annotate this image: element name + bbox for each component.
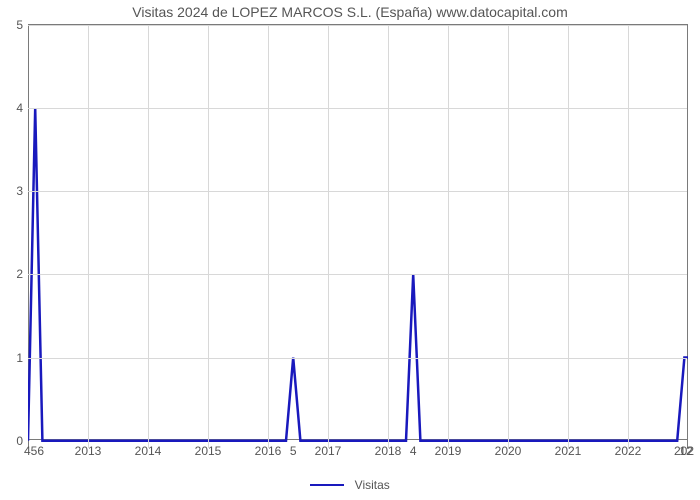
x-tick-label: 2013 <box>75 441 102 458</box>
x-tick-label: 2022 <box>615 441 642 458</box>
x-tick-label: 2021 <box>555 441 582 458</box>
chart-container: Visitas 2024 de LOPEZ MARCOS S.L. (Españ… <box>0 0 700 500</box>
legend: Visitas <box>0 476 700 494</box>
x-tick-label: 2017 <box>315 441 342 458</box>
grid-h <box>28 25 687 26</box>
x-tick-label: 2019 <box>435 441 462 458</box>
x-tick-label: 2015 <box>195 441 222 458</box>
grid-v <box>628 25 629 448</box>
series-line <box>28 25 688 449</box>
grid-v <box>148 25 149 448</box>
legend-label: Visitas <box>355 478 390 492</box>
grid-h <box>28 274 687 275</box>
grid-v <box>208 25 209 448</box>
chart-title: Visitas 2024 de LOPEZ MARCOS S.L. (Españ… <box>0 4 700 20</box>
grid-h <box>28 358 687 359</box>
legend-swatch <box>310 484 344 486</box>
x-tick-label: 2020 <box>495 441 522 458</box>
grid-v <box>568 25 569 448</box>
grid-h <box>28 108 687 109</box>
grid-v <box>328 25 329 448</box>
y-tick-label: 3 <box>16 184 28 198</box>
data-point-label: 5 <box>290 441 297 458</box>
data-point-label: 4 <box>410 441 417 458</box>
grid-v <box>88 25 89 448</box>
grid-v <box>448 25 449 448</box>
data-point-label: 456 <box>24 441 44 458</box>
grid-v <box>508 25 509 448</box>
y-tick-label: 2 <box>16 267 28 281</box>
data-point-label: 12 <box>679 441 692 458</box>
grid-h <box>28 191 687 192</box>
x-tick-label: 2014 <box>135 441 162 458</box>
x-tick-label: 2018 <box>375 441 402 458</box>
y-tick-label: 1 <box>16 351 28 365</box>
x-tick-label: 2016 <box>255 441 282 458</box>
grid-v <box>268 25 269 448</box>
y-tick-label: 4 <box>16 101 28 115</box>
y-tick-label: 5 <box>16 18 28 32</box>
plot-area: 0123452013201420152016201720182019202020… <box>28 24 688 448</box>
grid-v <box>388 25 389 448</box>
